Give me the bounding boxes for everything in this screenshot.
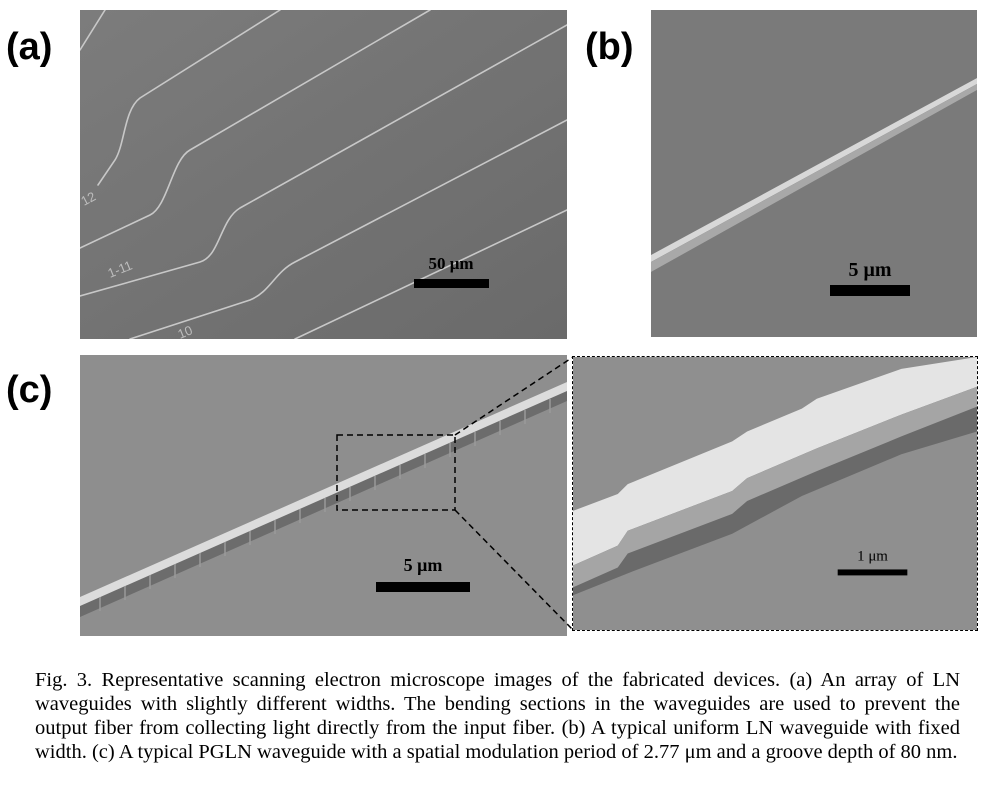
scale-bar-label: 5 μm bbox=[404, 555, 443, 575]
scale-bar-label: 1 μm bbox=[857, 549, 888, 565]
panel-a-label: (a) bbox=[6, 26, 53, 68]
zoom-region-box bbox=[336, 434, 456, 511]
panel-c-inset-waveguide: 1 μm bbox=[573, 357, 977, 630]
waveguide-line bbox=[80, 10, 106, 51]
panel-b-sem-image: 5 μm bbox=[651, 10, 977, 337]
waveguide-label: 10 bbox=[176, 322, 195, 339]
waveguide-line bbox=[129, 119, 567, 339]
scale-bar-label: 50 μm bbox=[428, 254, 473, 273]
panel-c-waveguide: 5 μm bbox=[80, 355, 567, 636]
waveguide-line bbox=[80, 24, 567, 297]
scale-bar bbox=[414, 279, 489, 288]
waveguide-label: 12 bbox=[80, 189, 98, 209]
waveguide-line bbox=[294, 209, 567, 339]
panel-b-label: (b) bbox=[585, 26, 634, 68]
panel-c-inset-image: 1 μm bbox=[572, 356, 978, 631]
waveguide-line bbox=[80, 10, 431, 249]
waveguide-line bbox=[97, 10, 281, 186]
scale-bar-label: 5 μm bbox=[849, 259, 892, 281]
scale-bar bbox=[837, 569, 908, 576]
panel-a-sem-image: 12 1-11 10 50 μm bbox=[80, 10, 567, 339]
panel-a-waveguides: 12 1-11 10 50 μm bbox=[80, 10, 567, 339]
scale-bar bbox=[376, 582, 470, 592]
panel-c-sem-image: 5 μm bbox=[80, 355, 567, 636]
panel-b-waveguide: 5 μm bbox=[651, 10, 977, 337]
scale-bar bbox=[830, 285, 910, 296]
figure-caption: Fig. 3. Representative scanning electron… bbox=[35, 669, 960, 763]
panel-c-label: (c) bbox=[6, 369, 53, 411]
